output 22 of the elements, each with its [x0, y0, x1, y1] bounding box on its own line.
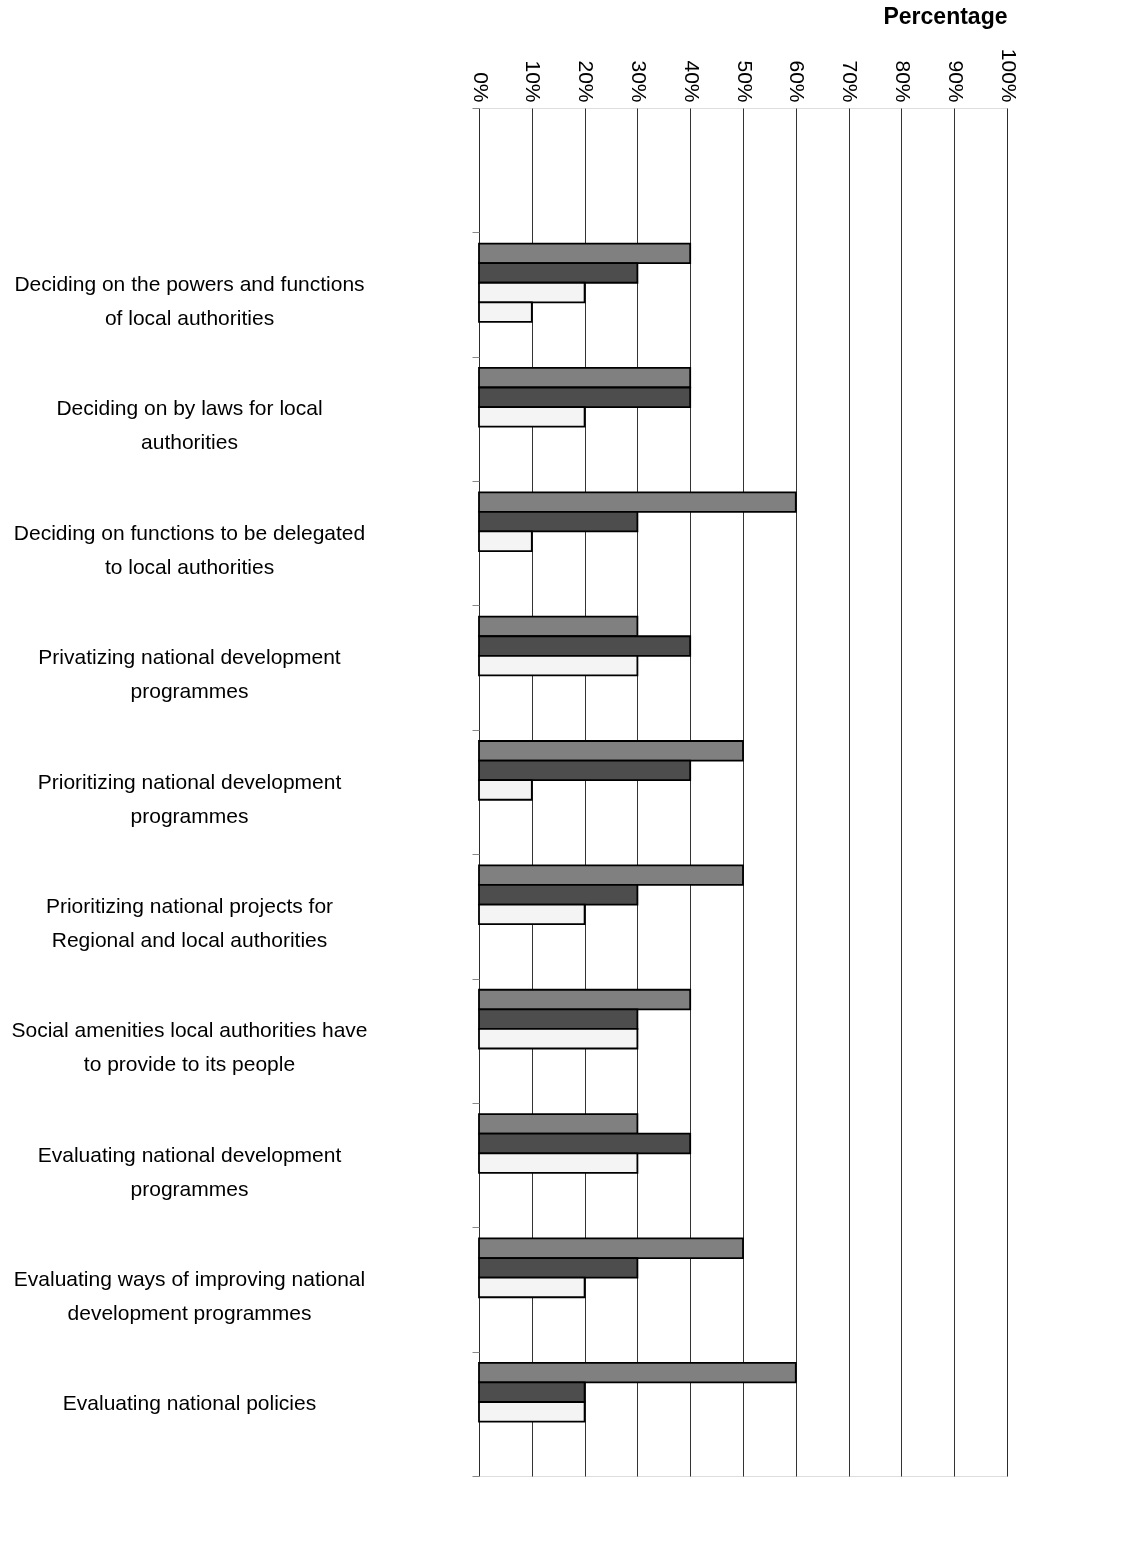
- x-tick-label: 60%: [786, 60, 810, 103]
- x-tick-label: 100%: [997, 48, 1021, 103]
- y-tick-label: Deciding on functions to be delegated to local authorities: [13, 520, 366, 578]
- y-tick-label: Evaluating national policies: [62, 1391, 317, 1415]
- y-tick-label: Deciding on by laws for local authorities: [56, 396, 323, 454]
- x-tick-label: 40%: [680, 60, 704, 103]
- x-tick-label: 0%: [469, 72, 493, 103]
- x-tick-label: 70%: [839, 60, 863, 103]
- x-axis-title: Percentage: [883, 2, 1008, 29]
- y-tick-label: Social amenities local authorities have to provide to its people: [11, 1018, 368, 1076]
- y-tick-label: Deciding on the powers and functions of local authorities: [14, 272, 365, 330]
- x-tick-label: 30%: [627, 60, 651, 103]
- y-tick-label: Privatizing national development programmes: [38, 645, 341, 703]
- y-tick-label: Evaluating national development programmes: [37, 1142, 342, 1200]
- x-tick-label: 50%: [733, 60, 757, 103]
- x-tick-label: 80%: [891, 60, 915, 103]
- x-tick-label: 20%: [575, 60, 599, 103]
- x-tick-label: 90%: [944, 60, 968, 103]
- y-tick-label: Prioritizing national development programmes: [37, 769, 342, 827]
- y-tick-label: Evaluating ways of improving national development programmes: [13, 1266, 366, 1324]
- y-tick-label: Prioritizing national projects for Regional and local authorities: [45, 893, 334, 951]
- x-tick-label: 10%: [522, 60, 546, 103]
